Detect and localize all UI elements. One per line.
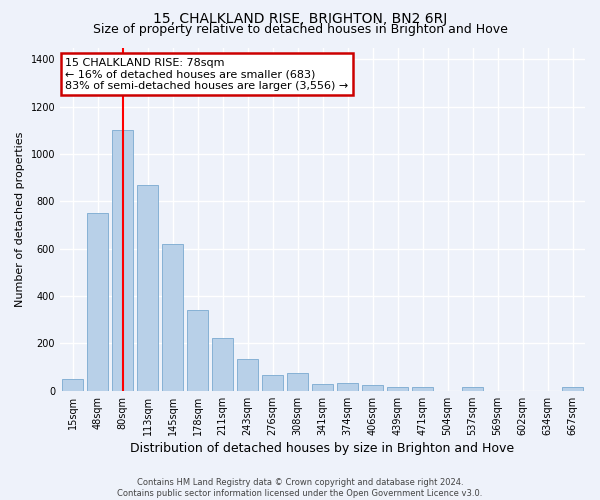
- Text: 15, CHALKLAND RISE, BRIGHTON, BN2 6RJ: 15, CHALKLAND RISE, BRIGHTON, BN2 6RJ: [153, 12, 447, 26]
- Bar: [162, 244, 183, 391]
- Bar: [337, 382, 358, 391]
- Bar: [362, 385, 383, 391]
- Bar: [112, 130, 133, 391]
- Bar: [262, 376, 283, 391]
- Bar: [287, 373, 308, 391]
- Bar: [462, 388, 483, 391]
- Bar: [137, 185, 158, 391]
- Bar: [237, 359, 258, 391]
- Bar: [312, 384, 333, 391]
- Text: Contains HM Land Registry data © Crown copyright and database right 2024.
Contai: Contains HM Land Registry data © Crown c…: [118, 478, 482, 498]
- Bar: [87, 213, 108, 391]
- Text: 15 CHALKLAND RISE: 78sqm
← 16% of detached houses are smaller (683)
83% of semi-: 15 CHALKLAND RISE: 78sqm ← 16% of detach…: [65, 58, 349, 91]
- Text: Size of property relative to detached houses in Brighton and Hove: Size of property relative to detached ho…: [92, 22, 508, 36]
- Bar: [387, 388, 408, 391]
- Bar: [62, 379, 83, 391]
- Y-axis label: Number of detached properties: Number of detached properties: [15, 132, 25, 307]
- Bar: [562, 388, 583, 391]
- Bar: [212, 338, 233, 391]
- Bar: [187, 310, 208, 391]
- X-axis label: Distribution of detached houses by size in Brighton and Hove: Distribution of detached houses by size …: [130, 442, 515, 455]
- Bar: [412, 388, 433, 391]
